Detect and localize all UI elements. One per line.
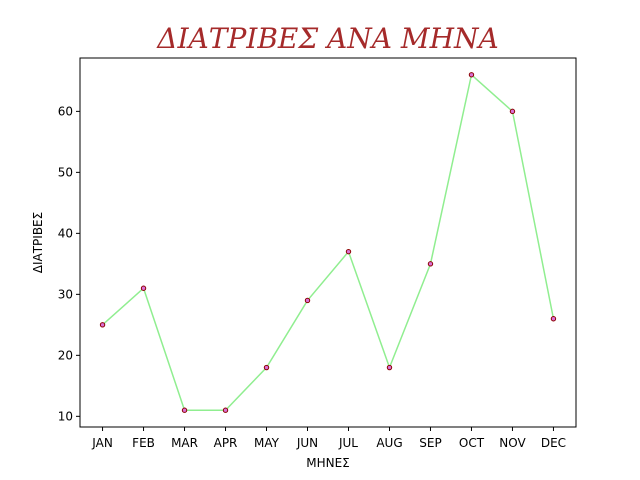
data-point [509, 108, 516, 115]
x-tick-label: JUL [338, 436, 358, 450]
series-line [102, 73, 555, 411]
data-point [263, 364, 270, 371]
x-tick-label: NOV [499, 436, 526, 450]
x-tick-label: JUN [296, 436, 318, 450]
x-axis-ticks: JAN FEB MAR APR MAY JUN JUL AUG SEP OCT NOV DEC [91, 427, 566, 450]
data-point [222, 407, 229, 413]
y-tick-label: 30 [58, 287, 73, 301]
x-tick-label: FEB [132, 436, 155, 450]
chart-title: ΔΙΑΤΡΙΒΕΣ ΑΝΑ ΜΗΝΑ [156, 22, 498, 55]
data-point [181, 407, 188, 413]
data-point [304, 297, 311, 304]
y-tick-label: 40 [58, 226, 73, 240]
data-point [427, 261, 434, 267]
data-point [468, 72, 475, 78]
x-tick-label: JAN [91, 436, 113, 450]
data-point [550, 316, 557, 322]
x-tick-label: APR [214, 436, 238, 450]
data-point [140, 285, 147, 291]
x-tick-label: DEC [541, 436, 566, 450]
x-tick-label: MAR [171, 436, 198, 450]
y-tick-label: 20 [58, 348, 73, 362]
series-points [99, 72, 557, 413]
x-tick-label: AUG [376, 436, 402, 450]
data-point [345, 248, 352, 255]
data-point [386, 364, 393, 371]
y-axis-label: ΔΙΑΤΡΙΒΕΣ [31, 212, 45, 273]
y-tick-label: 10 [58, 409, 73, 423]
plot-area-frame [79, 57, 577, 428]
data-point [99, 322, 106, 328]
x-axis-label: ΜΗΝΕΣ [306, 456, 350, 470]
x-tick-label: OCT [459, 436, 485, 450]
y-axis-ticks: 10 20 30 40 50 60 [58, 104, 80, 423]
x-tick-label: MAY [254, 436, 280, 450]
y-tick-label: 60 [58, 104, 73, 118]
y-tick-label: 50 [58, 165, 73, 179]
x-tick-label: SEP [419, 436, 441, 450]
